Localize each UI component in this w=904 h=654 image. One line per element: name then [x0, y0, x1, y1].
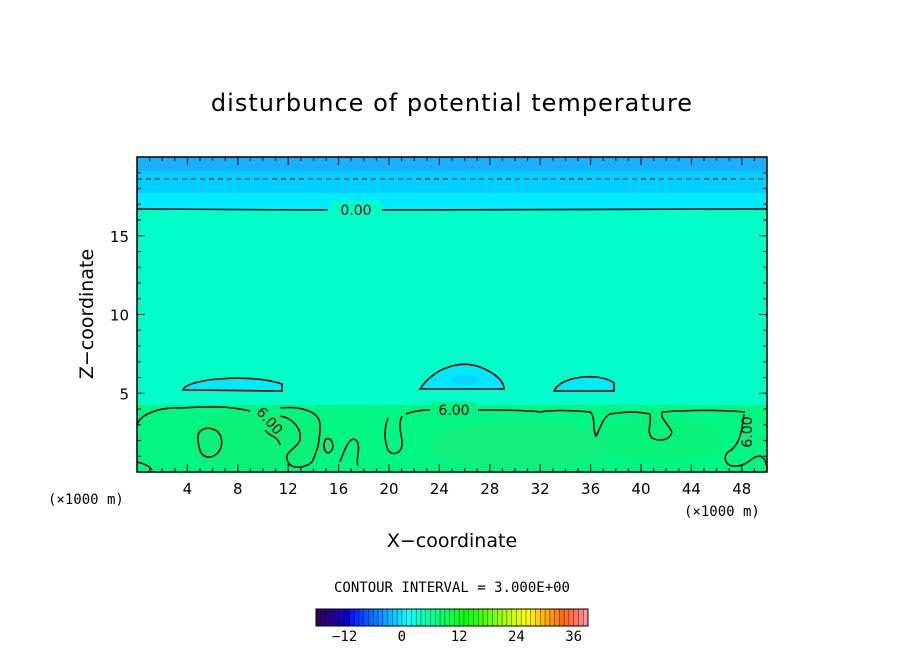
- colorbar-swatch: [435, 609, 441, 626]
- colorbar-swatch: [564, 609, 570, 626]
- colorbar-swatch: [411, 609, 417, 626]
- colorbar-swatch: [349, 609, 355, 626]
- colorbar-swatch: [497, 609, 503, 626]
- color-band-3: [137, 193, 767, 209]
- colorbar-swatch: [525, 609, 532, 626]
- chart-title: disturbunce of potential temperature: [211, 89, 693, 117]
- contour-label-zero: 0.00: [340, 203, 371, 219]
- bubble-left: [183, 378, 282, 391]
- colorbar-swatch: [554, 609, 560, 626]
- colorbar-tick-label: 0: [398, 629, 406, 645]
- y-tick-label: 5: [119, 385, 129, 403]
- y-tick-label: 10: [110, 307, 129, 325]
- y-axis: 5 10 15: [110, 172, 767, 457]
- colorbar-swatch: [354, 609, 360, 626]
- x-unit-right: (×1000 m): [684, 504, 760, 520]
- contour-six: [136, 406, 768, 471]
- colorbar-swatch: [425, 609, 431, 626]
- y-tick-label: 15: [110, 228, 129, 246]
- contour-label-six-right: 6.00: [740, 416, 756, 447]
- colorbar-tick-label: 36: [565, 629, 582, 645]
- x-tick-label: 20: [379, 480, 398, 498]
- colorbar-swatch: [401, 609, 407, 626]
- colorbar-tick-label: −12: [332, 629, 357, 645]
- colorbar-swatch: [521, 609, 527, 626]
- colorbar-swatch: [416, 609, 422, 626]
- colorbar-swatch: [440, 609, 446, 626]
- color-band-upper: [137, 157, 767, 171]
- contour-interval-text: CONTOUR INTERVAL = 3.000E+00: [334, 580, 570, 596]
- x-tick-label: 40: [631, 480, 650, 498]
- x-tick-label: 8: [233, 480, 243, 498]
- colorbar-frame: [315, 608, 589, 627]
- x-axis-label: X−coordinate: [387, 530, 517, 552]
- colorbar-tick-label: 24: [508, 629, 525, 645]
- colorbar-swatch: [363, 609, 369, 626]
- contour-label-six-center: 6.00: [438, 403, 469, 419]
- colorbar-swatch: [506, 609, 512, 626]
- x-tick-label: 12: [279, 480, 298, 498]
- colorbar: −12 0 12 24 36: [315, 608, 589, 645]
- colorbar-swatch: [478, 609, 484, 626]
- x-tick-label: 4: [183, 480, 193, 498]
- colorbar-swatch: [473, 609, 479, 626]
- colorbar-swatch: [335, 609, 341, 626]
- colorbar-swatch: [463, 609, 470, 626]
- colorbar-swatch: [344, 609, 350, 626]
- colorbar-swatch: [325, 609, 331, 626]
- colorbar-swatch: [378, 609, 384, 626]
- bubble-center-core: [451, 375, 479, 385]
- colorbar-swatch: [483, 609, 489, 626]
- colorbar-swatch: [583, 609, 589, 626]
- colorbar-swatch: [444, 609, 450, 626]
- x-unit-left: (×1000 m): [48, 492, 124, 508]
- colorbar-swatch: [382, 609, 388, 626]
- colorbar-swatch: [535, 609, 541, 626]
- colorbar-swatch: [320, 609, 326, 626]
- colorbar-swatch: [516, 609, 522, 626]
- colorbar-swatch: [373, 609, 379, 626]
- colorbar-swatch: [330, 609, 336, 626]
- colorbar-swatch: [397, 609, 403, 626]
- colorbar-swatch: [420, 609, 427, 626]
- colorbar-swatch: [392, 609, 398, 626]
- colorbar-swatch: [530, 609, 536, 626]
- colorbar-swatch: [545, 609, 551, 626]
- colorbar-swatch: [559, 609, 565, 626]
- plot-area: 0.00 6.00 6.00 6.00: [136, 156, 768, 473]
- colorbar-swatch: [492, 609, 498, 626]
- y-axis-label: Z−coordinate: [76, 249, 98, 379]
- color-band-2: [137, 171, 767, 193]
- colorbar-swatch: [316, 609, 322, 626]
- colorbar-swatch: [568, 609, 574, 626]
- colorbar-swatch: [468, 609, 474, 626]
- x-tick-label: 24: [430, 480, 449, 498]
- colorbar-swatch: [406, 609, 412, 626]
- x-tick-label: 44: [682, 480, 701, 498]
- x-tick-label: 48: [732, 480, 751, 498]
- colorbar-swatch: [358, 609, 365, 626]
- colorbar-swatch: [454, 609, 460, 626]
- colorbar-swatch: [487, 609, 493, 626]
- colorbar-swatch: [430, 609, 436, 626]
- colorbar-swatch: [459, 609, 465, 626]
- x-axis: 4 8 12 16 20 24 28 32 36 40 44 48: [149, 157, 755, 498]
- x-tick-label: 16: [329, 480, 348, 498]
- x-tick-label: 32: [531, 480, 550, 498]
- colorbar-swatch: [573, 609, 579, 626]
- colorbar-swatch: [578, 609, 584, 626]
- colorbar-swatch: [449, 609, 455, 626]
- colorbar-swatch: [502, 609, 508, 626]
- colorbar-tick-label: 12: [451, 629, 468, 645]
- colorbar-swatch: [540, 609, 546, 626]
- colorbar-swatch: [368, 609, 374, 626]
- contour-zero: [136, 208, 768, 392]
- colorbar-swatch: [511, 609, 517, 626]
- colorbar-swatch: [339, 609, 345, 626]
- x-tick-label: 28: [480, 480, 499, 498]
- colorbar-swatch: [387, 609, 393, 626]
- colorbar-swatch: [549, 609, 555, 626]
- x-tick-label: 36: [581, 480, 600, 498]
